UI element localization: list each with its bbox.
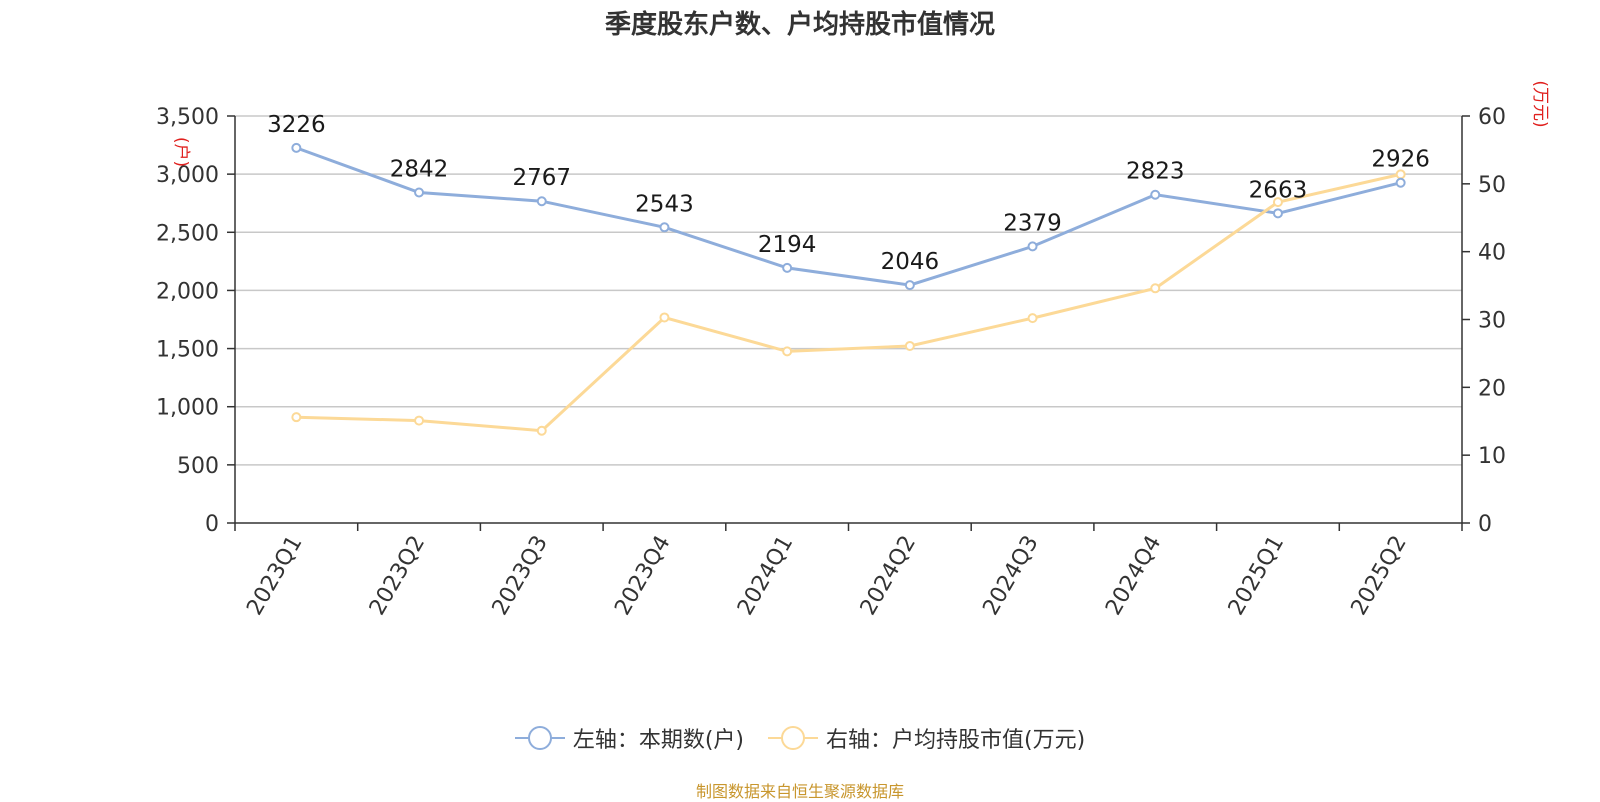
data-point-right[interactable]: [1150, 283, 1161, 294]
right-axis-tick-label: 30: [1478, 309, 1506, 334]
data-point-left[interactable]: [659, 222, 670, 233]
legend-left-marker-icon: [514, 726, 565, 750]
data-label: 3226: [267, 112, 326, 138]
data-point-left[interactable]: [1027, 241, 1038, 252]
legend-label-left-series: 左轴：本期数(户): [572, 728, 744, 753]
data-point-left[interactable]: [414, 187, 425, 198]
data-point-right[interactable]: [1272, 197, 1283, 208]
legend-label-right-series: 右轴：户均持股市值(万元): [826, 728, 1086, 753]
right-axis-tick-label: 20: [1478, 376, 1506, 401]
data-point-left[interactable]: [1395, 177, 1406, 188]
left-axis-tick-label: 3,500: [156, 105, 219, 130]
legend-item-left-series[interactable]: 左轴：本期数(户): [514, 722, 744, 754]
right-axis-unit-label: (万元): [1530, 80, 1550, 127]
data-label: 2663: [1249, 177, 1308, 203]
data-label: 2543: [635, 191, 694, 217]
data-point-left[interactable]: [782, 262, 793, 273]
left-axis-tick-label: 500: [177, 454, 219, 479]
data-label: 2823: [1126, 159, 1185, 185]
data-label: 2767: [512, 165, 571, 191]
x-axis-tick-label: 2024Q3: [978, 532, 1043, 620]
left-axis-tick-label: 2,000: [156, 279, 219, 304]
right-axis-tick-label: 10: [1478, 444, 1506, 469]
left-axis-tick-label: 0: [205, 512, 219, 537]
data-label: 2842: [390, 157, 449, 183]
data-point-left[interactable]: [536, 196, 547, 207]
data-point-right[interactable]: [536, 425, 547, 436]
data-point-left[interactable]: [1272, 208, 1283, 219]
x-axis-tick-label: 2025Q1: [1224, 532, 1289, 620]
left-axis-unit-label: (户): [171, 137, 191, 167]
right-axis-tick-label: 60: [1478, 105, 1506, 130]
source-note: 制图数据来自恒生聚源数据库: [695, 782, 904, 801]
data-label: 2194: [758, 232, 817, 258]
data-point-left[interactable]: [1150, 189, 1161, 200]
left-axis-tick-label: 2,500: [156, 221, 219, 246]
legend-right-marker-icon: [768, 726, 818, 750]
legend: 左轴：本期数(户) 右轴：户均持股市值(万元): [0, 722, 1600, 754]
data-label: 2046: [881, 249, 940, 275]
data-label: 2379: [1003, 210, 1062, 236]
data-point-right[interactable]: [659, 312, 670, 323]
data-point-right[interactable]: [291, 412, 302, 423]
series-points: [291, 142, 1406, 436]
right-axis-tick-label: 40: [1478, 241, 1506, 266]
x-axis-tick-label: 2024Q1: [733, 532, 798, 620]
x-axis-tick-label: 2023Q2: [365, 532, 430, 620]
data-point-right[interactable]: [782, 346, 793, 357]
data-point-left[interactable]: [291, 142, 302, 153]
x-axis-tick-label: 2024Q4: [1101, 532, 1166, 620]
x-axis-tick-label: 2023Q4: [610, 532, 675, 620]
series-line-right: [296, 172, 1402, 433]
right-axis-tick-label: 0: [1478, 512, 1492, 537]
x-axis-tick-label: 2023Q3: [488, 532, 553, 620]
left-axis-tick-label: 1,500: [156, 338, 219, 363]
x-axis-tick-label: 2023Q1: [242, 532, 307, 620]
x-axis-tick-label: 2024Q2: [856, 532, 921, 620]
x-axis-tick-label: 2025Q2: [1347, 532, 1412, 620]
series-lines: [295, 146, 1402, 433]
right-axis-tick-label: 50: [1478, 173, 1506, 198]
left-axis-tick-label: 3,000: [156, 163, 219, 188]
chart-title: 季度股东户数、户均持股市值情况: [604, 10, 995, 40]
legend-item-right-series[interactable]: 右轴：户均持股市值(万元): [768, 722, 1085, 754]
series-line-left: [295, 146, 1402, 287]
data-point-right[interactable]: [414, 415, 425, 426]
left-axis-tick-label: 1,000: [156, 396, 219, 421]
data-point-right[interactable]: [904, 340, 915, 351]
data-point-right[interactable]: [1027, 313, 1038, 324]
data-label: 2926: [1371, 147, 1430, 173]
data-labels: 3226 2842 2767 2543 2194 2046 2379 2823 2663 2926: [267, 112, 1430, 275]
data-point-left[interactable]: [904, 280, 915, 291]
